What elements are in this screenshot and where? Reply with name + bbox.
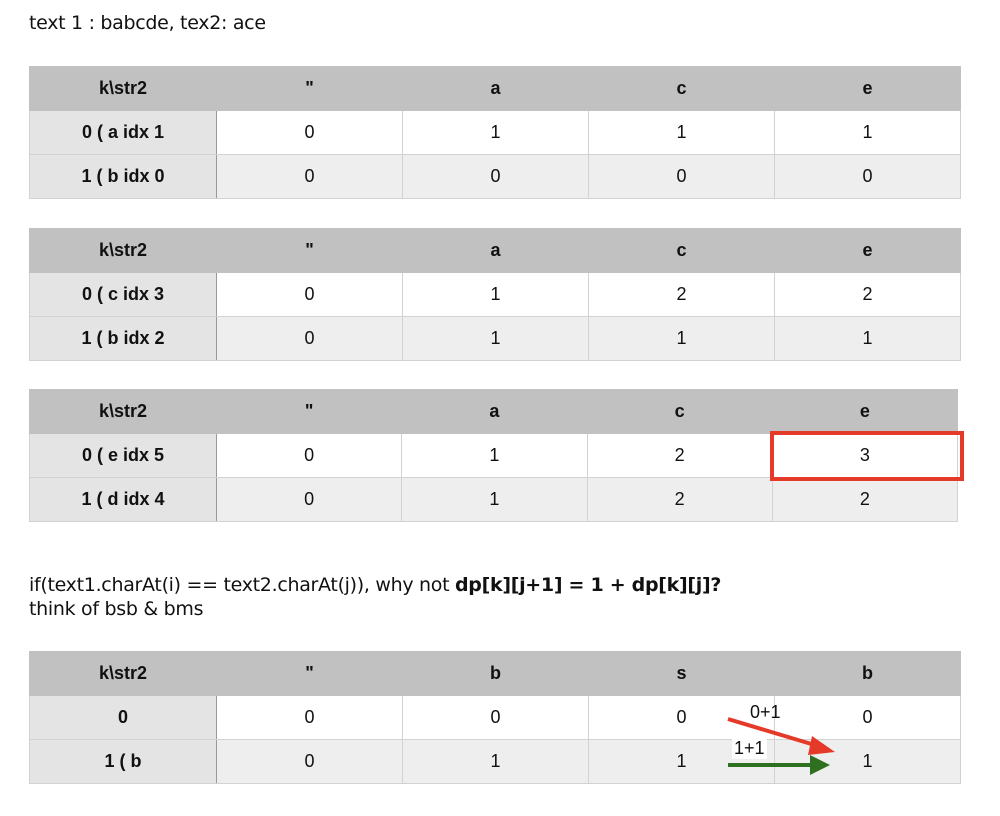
table-cell: 2 [771,477,959,522]
table-cell: 1 [774,110,961,155]
header-cell: a [402,66,589,111]
table-cell: 0 [215,433,403,478]
row-header: 1 ( b idx 0 [29,154,217,199]
green-arrowhead-icon [810,755,830,775]
table-cell: 2 [588,272,775,317]
header-cell: a [401,389,588,434]
header-cell: b [402,651,589,696]
header-cell: e [774,228,961,273]
table-cell: 0 [588,154,775,199]
table-cell: 1 [588,110,775,155]
table-cell: 0 [215,477,403,522]
table-cell: 0 [216,695,403,740]
header-cell: " [216,651,403,696]
header-cell: " [216,66,403,111]
header-row: k\str2 " a c e [29,228,961,273]
row-header: 1 ( b [29,739,217,784]
header-cell: e [771,389,959,434]
table-cell: 1 [402,272,589,317]
header-cell: k\str2 [29,651,217,696]
table-cell: 3 [771,433,959,478]
intro-text: text 1 : babcde, tex2: ace [29,12,266,34]
table-cell: 2 [586,477,773,522]
table-cell: 1 [774,316,961,361]
row-header: 0 ( a idx 1 [29,110,217,155]
table-cell: 0 [216,110,403,155]
question-prefix: if(text1.charAt(i) == text2.charAt(j)), … [29,574,455,596]
table-cell: 1 [402,739,589,784]
header-row: k\str2 " a c e [29,66,961,111]
header-cell: c [586,389,773,434]
table-cell: 0 [774,154,961,199]
green-arrow-label: 1+1 [732,738,767,759]
question-bold: dp[k][j+1] = 1 + dp[k][j]? [455,574,722,596]
row-header: 1 ( b idx 2 [29,316,217,361]
table-cell: 0 [216,272,403,317]
table-cell: 2 [774,272,961,317]
header-cell: c [588,66,775,111]
header-cell: e [774,66,961,111]
header-cell: " [215,389,403,434]
red-arrow-label: 0+1 [750,702,781,722]
red-arrow [727,717,819,748]
table-cell: 1 [401,477,588,522]
table-cell: 1 [588,316,775,361]
table-cell: 0 [216,154,403,199]
table-cell: 2 [586,433,773,478]
table-cell: 1 [402,110,589,155]
header-cell: k\str2 [29,389,217,434]
table-cell: 0 [774,695,961,740]
row-header: 0 ( c idx 3 [29,272,217,317]
header-row: k\str2 " b s b [29,651,961,696]
row-header: 0 [29,695,217,740]
table-cell: 1 [402,316,589,361]
table-cell: 0 [402,695,589,740]
table-cell: 1 [401,433,588,478]
red-arrowhead-icon [808,736,835,755]
table-cell: 1 [774,739,961,784]
header-row: k\str2 " a c e [29,389,959,434]
table-cell: 0 [216,316,403,361]
header-cell: k\str2 [29,228,217,273]
hint-text: think of bsb & bms [29,598,204,620]
question-text: if(text1.charAt(i) == text2.charAt(j)), … [29,574,721,596]
table-cell: 0 [402,154,589,199]
row-header: 1 ( d idx 4 [29,477,217,522]
header-cell: " [216,228,403,273]
table-cell: 0 [216,739,403,784]
row-header: 0 ( e idx 5 [29,433,217,478]
highlight-box [770,431,964,481]
